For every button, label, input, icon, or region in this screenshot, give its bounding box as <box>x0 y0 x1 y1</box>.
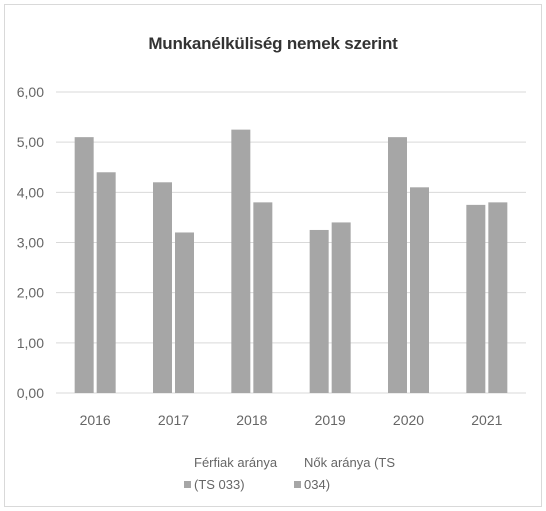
x-tick-label-2021: 2021 <box>471 412 502 428</box>
bar-women-2021 <box>488 202 508 393</box>
y-tick-label: 3,00 <box>17 235 44 251</box>
bar-women-2020 <box>410 187 429 393</box>
legend-label-men: Férfiak aránya (TS 033) <box>194 455 278 492</box>
y-tick-label: 2,00 <box>17 285 44 301</box>
legend-label-women: Nők aránya (TS 034) <box>304 455 396 492</box>
legend-item-women: Nők aránya (TS 034) <box>294 452 399 496</box>
x-axis-ticks: 2016 2017 2018 2019 2020 2021 <box>80 412 503 428</box>
y-tick-label: 4,00 <box>17 184 44 200</box>
bar-men-2016 <box>74 137 94 393</box>
y-tick-label: 6,00 <box>17 84 44 100</box>
y-tick-label: 5,00 <box>17 134 44 150</box>
y-tick-label: 1,00 <box>17 335 44 351</box>
y-tick-label: 0,00 <box>17 385 44 401</box>
bar-women-2016 <box>96 172 116 393</box>
bar-men-2017 <box>153 182 172 393</box>
legend-swatch-men <box>184 481 191 488</box>
legend-swatch-women <box>294 481 301 488</box>
chart-title: Munkanélküliség nemek szerint <box>148 34 398 53</box>
y-axis-ticks: 0,00 1,00 2,00 3,00 4,00 5,00 6,00 <box>17 84 44 401</box>
bar-men-2020 <box>388 137 407 393</box>
bar-women-2018 <box>253 202 273 393</box>
bar-men-2021 <box>466 204 486 393</box>
bars <box>74 129 508 393</box>
bar-women-2017 <box>175 232 194 393</box>
x-tick-label-2017: 2017 <box>158 412 189 428</box>
bar-women-2019 <box>331 222 351 393</box>
x-tick-label-2019: 2019 <box>315 412 346 428</box>
bar-men-2018 <box>231 129 251 393</box>
legend-item-men: Férfiak aránya (TS 033) <box>184 452 289 496</box>
gridlines <box>56 91 526 394</box>
bar-men-2019 <box>309 229 329 393</box>
x-tick-label-2018: 2018 <box>236 412 267 428</box>
x-tick-label-2016: 2016 <box>80 412 111 428</box>
x-tick-label-2020: 2020 <box>393 412 424 428</box>
